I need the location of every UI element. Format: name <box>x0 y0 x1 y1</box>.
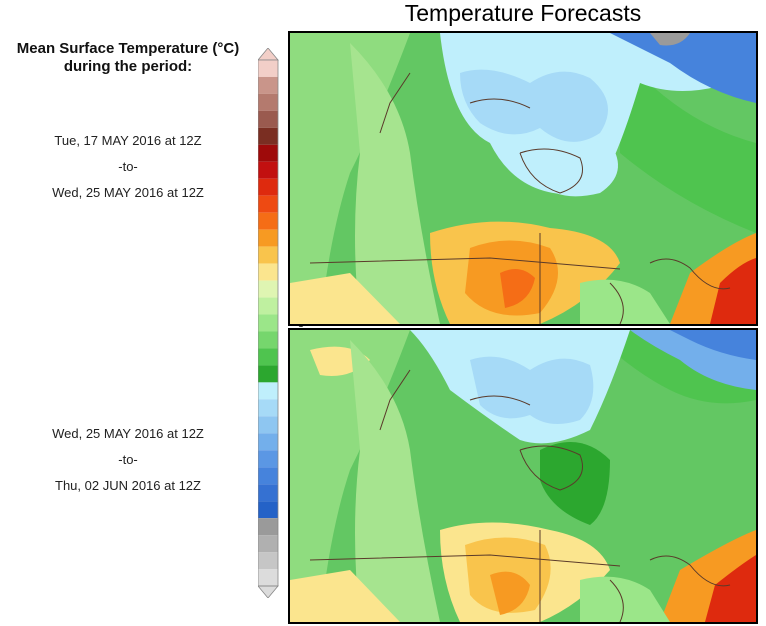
colorbar-cell <box>258 280 278 298</box>
period-2-end: Thu, 02 JUN 2016 at 12Z <box>55 478 201 493</box>
colorbar-cell <box>258 161 278 179</box>
period-2-start: Wed, 25 MAY 2016 at 12Z <box>52 426 204 441</box>
chart-title: Temperature Forecasts <box>404 0 642 26</box>
forecast-map-week1 <box>288 31 758 326</box>
map-canvas-week1 <box>290 33 756 324</box>
colorbar-cell <box>258 297 278 315</box>
colorbar-cell <box>258 399 278 417</box>
period-1-end: Wed, 25 MAY 2016 at 12Z <box>52 185 204 200</box>
period-2-separator: -to- <box>118 452 138 467</box>
period-1-start: Tue, 17 MAY 2016 at 12Z <box>54 133 202 148</box>
colorbar-cell <box>258 246 278 264</box>
colorbar-cell <box>258 331 278 349</box>
colorbar-cell <box>258 382 278 400</box>
legend-heading: Mean Surface Temperature (°C) during the… <box>2 40 254 76</box>
period-1-label: Tue, 17 MAY 2016 at 12Z -to- Wed, 25 MAY… <box>20 128 236 206</box>
colorbar-cell <box>258 93 278 111</box>
colorbar-cell <box>258 518 278 536</box>
colorbar-cell <box>258 110 278 128</box>
colorbar-cell <box>258 416 278 434</box>
forecast-map-week2 <box>288 328 758 624</box>
legend-heading-line2: during the period: <box>63 58 193 75</box>
colorbar-cell <box>258 365 278 383</box>
colorbar-cell <box>258 76 278 94</box>
colorbar-cell <box>258 229 278 247</box>
period-2-label: Wed, 25 MAY 2016 at 12Z -to- Thu, 02 JUN… <box>20 421 236 499</box>
colorbar-cell <box>258 467 278 485</box>
colorbar-cell <box>258 433 278 451</box>
colorbar-cell <box>258 450 278 468</box>
colorbar-cell <box>258 144 278 162</box>
colorbar-outline <box>258 59 279 587</box>
colorbar-cell <box>258 314 278 332</box>
colorbar-cell <box>258 263 278 281</box>
colorbar-cell <box>258 569 278 586</box>
colorbar-cell <box>258 501 278 519</box>
colorbar-cell <box>258 535 278 553</box>
colorbar-top-arrow <box>258 48 279 61</box>
colorbar-cell <box>258 348 278 366</box>
colorbar-cell <box>258 195 278 213</box>
colorbar-cell <box>258 212 278 230</box>
colorbar-cell <box>258 127 278 145</box>
map-canvas-week2 <box>290 330 756 622</box>
legend-heading-line1: Mean Surface Temperature (°C) <box>16 40 240 57</box>
colorbar-cell <box>258 178 278 196</box>
colorbar-cell <box>258 484 278 502</box>
period-1-separator: -to- <box>118 159 138 174</box>
colorbar-cell <box>258 60 278 77</box>
colorbar-cell <box>258 552 278 570</box>
colorbar-bottom-arrow <box>258 585 279 598</box>
